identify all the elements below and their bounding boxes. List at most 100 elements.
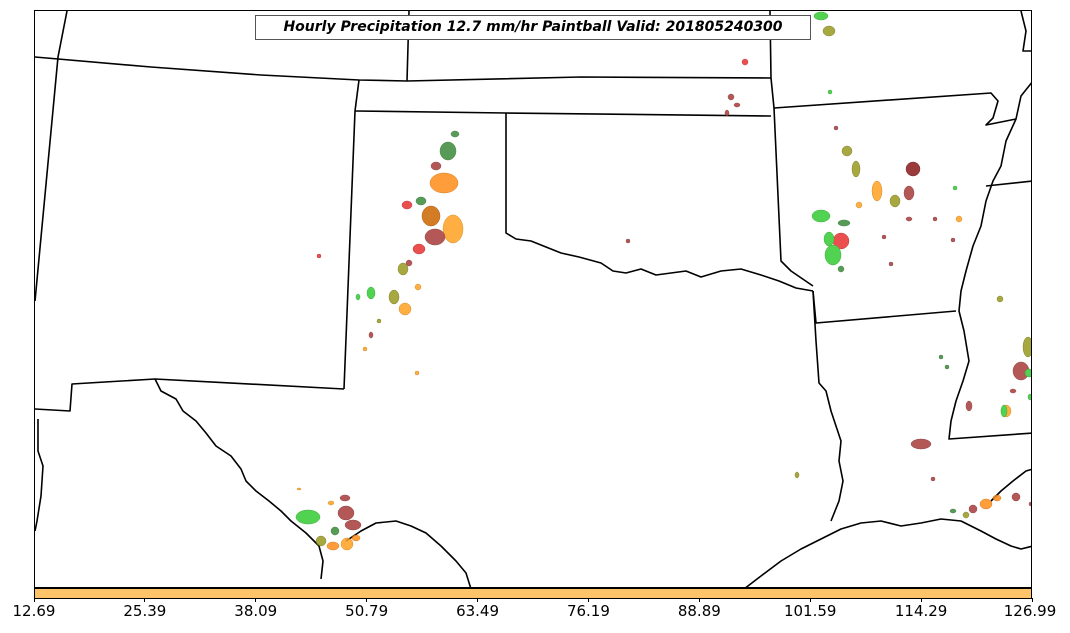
paintball xyxy=(414,283,422,291)
paintball xyxy=(337,505,355,521)
paintball xyxy=(1000,404,1008,418)
colorbar-tick-mark xyxy=(809,598,811,602)
paintball xyxy=(724,109,730,117)
colorbar-tick-label: 25.39 xyxy=(123,602,167,620)
paintball xyxy=(851,160,861,178)
colorbar-tick-label: 114.29 xyxy=(894,602,948,620)
colorbar-tick-label: 12.69 xyxy=(12,602,56,620)
paintball xyxy=(424,228,446,246)
paintball xyxy=(930,476,936,482)
colorbar-tick-label: 101.59 xyxy=(783,602,837,620)
paintball xyxy=(326,541,340,551)
paintball xyxy=(414,370,420,376)
boundary-mo-ar xyxy=(773,82,1031,126)
boundary-tx-border-east xyxy=(345,520,472,587)
boundary-tn-ms xyxy=(985,180,1031,187)
paintball xyxy=(871,180,883,202)
paintball xyxy=(1009,388,1017,394)
paintball xyxy=(388,289,400,305)
paintball xyxy=(841,145,853,157)
paintball xyxy=(415,196,427,206)
paintball xyxy=(398,302,412,316)
boundary-ks-ok xyxy=(354,110,772,117)
paintball xyxy=(962,511,970,519)
colorbar-tick-label: 38.09 xyxy=(234,602,278,620)
paintball xyxy=(1011,492,1021,502)
paintball xyxy=(833,125,839,131)
colorbar-tick-mark xyxy=(33,598,35,602)
paintball xyxy=(794,471,800,479)
paintball xyxy=(837,265,845,273)
paintball xyxy=(903,185,915,201)
map-area xyxy=(34,10,1032,588)
paintball xyxy=(888,261,894,267)
paintball xyxy=(401,200,413,210)
state-boundaries xyxy=(35,11,1031,587)
paintball xyxy=(362,346,368,352)
colorbar-tick-label: 76.19 xyxy=(566,602,610,620)
paintball xyxy=(824,244,842,266)
colorbar-tick-label: 126.99 xyxy=(1003,602,1057,620)
paintball xyxy=(889,194,901,208)
boundary-mo-il xyxy=(1020,11,1031,52)
colorbar-tick-label: 63.49 xyxy=(456,602,500,620)
paintball xyxy=(955,215,963,223)
paintball xyxy=(439,141,457,161)
paintball xyxy=(905,216,913,222)
paintball xyxy=(741,58,749,66)
paintball xyxy=(950,237,956,243)
boundary-ok-tx xyxy=(505,113,814,292)
paintball xyxy=(938,354,944,360)
paintball xyxy=(881,234,887,240)
paintball xyxy=(430,161,442,171)
paintball xyxy=(429,172,459,194)
paintball xyxy=(823,231,835,247)
boundary-wy-co xyxy=(35,56,772,82)
colorbar-tick-mark xyxy=(1031,598,1033,602)
paintball xyxy=(295,509,321,525)
boundary-nm-east xyxy=(343,110,356,390)
paintball xyxy=(905,161,921,177)
boundary-ms-river xyxy=(948,118,1031,440)
boundary-az-mx xyxy=(35,419,44,532)
paintball xyxy=(1027,393,1031,401)
gulf-coast xyxy=(745,518,1031,587)
paintball xyxy=(330,526,340,536)
paintball xyxy=(450,130,460,138)
paintball xyxy=(837,219,851,227)
paintball xyxy=(327,500,335,506)
gulf-coast-east xyxy=(990,468,1031,502)
paintball xyxy=(827,89,833,95)
paintball xyxy=(968,504,978,514)
colorbar-tick-mark xyxy=(255,598,257,602)
boundary-ar-la xyxy=(812,290,957,324)
colorbar-tick-label: 88.89 xyxy=(677,602,721,620)
paintball xyxy=(944,364,950,370)
paintball xyxy=(316,253,322,259)
paintball xyxy=(405,259,413,267)
paintball xyxy=(822,25,836,37)
paintball xyxy=(421,205,441,227)
paintball xyxy=(340,537,354,551)
paintball xyxy=(412,243,426,255)
paintball xyxy=(979,498,993,510)
paintball xyxy=(1028,501,1031,507)
paintball xyxy=(992,494,1002,502)
paintball xyxy=(949,508,957,514)
paintball xyxy=(910,438,932,450)
paintball xyxy=(355,293,361,301)
paintball xyxy=(855,201,863,209)
colorbar xyxy=(34,588,1032,599)
paintball xyxy=(368,331,374,339)
boundary-tx-mexico xyxy=(154,378,324,580)
paintball xyxy=(996,295,1004,303)
paintball xyxy=(296,487,302,491)
colorbar-tick-mark xyxy=(587,598,589,602)
paintball xyxy=(733,102,741,108)
paintball xyxy=(952,185,958,191)
paintball xyxy=(965,400,973,412)
colorbar-tick-mark xyxy=(366,598,368,602)
colorbar-tick-label: 50.79 xyxy=(345,602,389,620)
paintball xyxy=(813,11,829,21)
paintball xyxy=(351,534,361,542)
